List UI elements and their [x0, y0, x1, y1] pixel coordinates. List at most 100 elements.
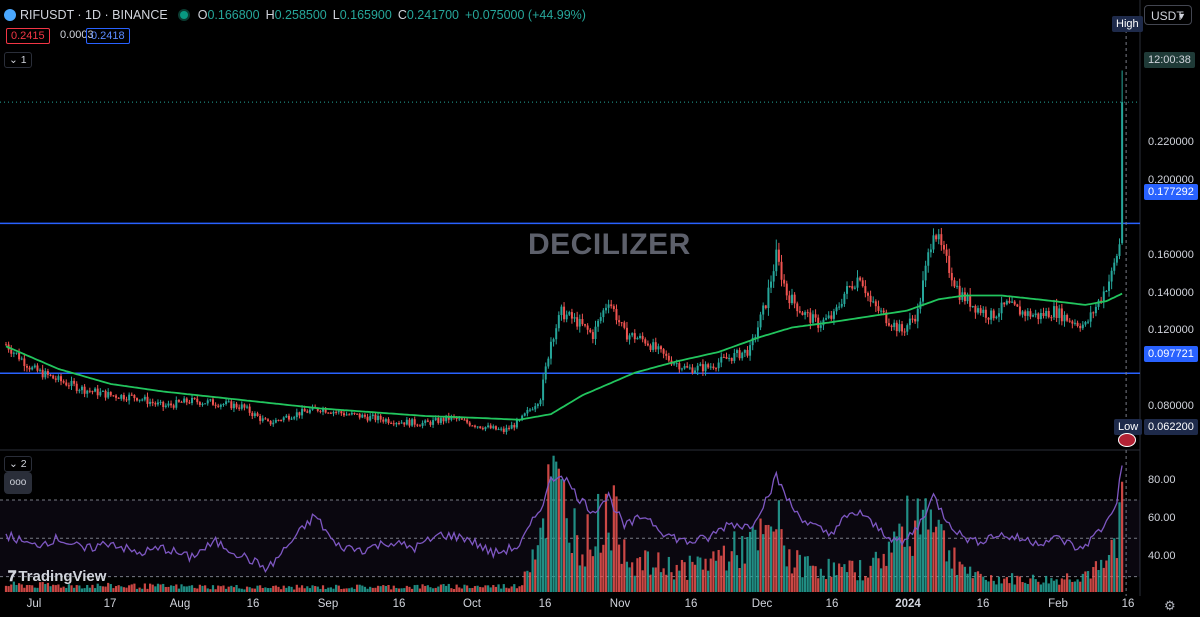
volume-bar — [403, 588, 406, 592]
volume-bar — [515, 588, 518, 592]
candle-body — [172, 405, 175, 408]
volume-bar — [324, 588, 327, 592]
currency-selector[interactable]: USDT ▼ — [1144, 5, 1192, 25]
candle-body — [41, 369, 44, 378]
volume-bar — [861, 580, 864, 592]
candle-body — [586, 325, 589, 330]
volume-bar — [581, 554, 584, 592]
volume-bar — [699, 557, 702, 592]
time-tick-label: 16 — [684, 598, 698, 610]
candle-body — [91, 391, 94, 393]
volume-bar — [507, 588, 511, 592]
volume-bar — [683, 562, 686, 592]
candle-body — [801, 312, 804, 315]
volume-bar — [7, 586, 10, 592]
candle-body — [65, 382, 68, 386]
volume-bar — [1003, 578, 1006, 592]
us-flag-icon[interactable] — [1118, 433, 1136, 447]
candle-body — [1011, 301, 1014, 303]
support-price-tag[interactable]: 0.097721 — [1144, 346, 1198, 362]
candle-body — [57, 376, 60, 380]
volume-bar — [492, 585, 495, 592]
time-tick-label: Dec — [751, 598, 773, 610]
volume-bar — [387, 584, 390, 592]
candle-body — [835, 307, 838, 312]
candle-body — [811, 314, 814, 323]
volume-bar — [513, 584, 516, 592]
candle-body — [746, 349, 749, 356]
time-tick-label: 2024 — [895, 598, 921, 610]
candle-body — [1039, 312, 1042, 320]
candle-body — [201, 403, 204, 405]
candle-body — [28, 367, 31, 370]
volume-bar — [916, 498, 919, 592]
candle-body — [366, 416, 369, 421]
candle-body — [125, 399, 128, 401]
volume-bar — [421, 584, 424, 592]
volume-bar — [824, 579, 828, 592]
volume-bar — [497, 584, 500, 592]
candle-body — [188, 402, 191, 404]
volume-bar — [819, 568, 822, 592]
candle-body — [52, 375, 55, 379]
candle-body — [235, 403, 238, 408]
volume-bar — [955, 574, 959, 592]
resistance-price-tag[interactable]: 0.177292 — [1144, 184, 1198, 200]
candle-body — [686, 366, 689, 368]
rsi-pane-legend-toggle[interactable]: ⌄ 2 — [4, 456, 32, 472]
countdown-tag: 12:00:38 — [1144, 52, 1195, 68]
candle-body — [159, 401, 162, 403]
volume-bar — [217, 585, 220, 592]
volume-bar — [793, 567, 796, 592]
candle-body — [73, 380, 76, 384]
volume-bar — [261, 588, 264, 592]
candle-body — [442, 418, 445, 422]
volume-bar — [107, 582, 110, 592]
volume-bar — [204, 585, 207, 592]
candle-body — [908, 318, 911, 326]
main-pane-legend-toggle[interactable]: ⌄ 1 — [4, 52, 32, 68]
volume-bar — [843, 564, 846, 592]
volume-bar — [243, 589, 246, 592]
candle-body — [418, 425, 421, 427]
candle-body — [864, 286, 867, 294]
candle-body — [1113, 262, 1116, 271]
candle-body — [214, 404, 217, 406]
volume-bar — [804, 556, 807, 592]
volume-bar — [128, 585, 131, 592]
volume-bar — [652, 567, 655, 592]
volume-bar — [631, 562, 634, 592]
candle-body — [377, 415, 380, 421]
volume-bar — [38, 582, 42, 592]
volume-bar — [984, 579, 987, 592]
coin-icon — [4, 9, 16, 21]
volume-bar — [471, 587, 474, 592]
volume-bar — [494, 586, 498, 592]
volume-bar — [133, 583, 136, 592]
volume-bar — [1050, 578, 1053, 592]
symbol-title[interactable]: RIFUSDT · 1D · BINANCE — [20, 8, 168, 22]
candle-body — [156, 402, 159, 405]
volume-bar — [463, 584, 466, 592]
volume-bar — [316, 586, 319, 592]
candle-body — [122, 395, 125, 400]
candle-body — [316, 408, 319, 411]
volume-bar — [900, 526, 904, 592]
candle-body — [508, 427, 511, 429]
spread-value: 0.0003 — [60, 29, 94, 41]
more-options-button[interactable]: ooo — [4, 472, 32, 494]
volume-bar — [222, 585, 225, 592]
time-tick-label: 17 — [103, 598, 117, 610]
symbol-header[interactable]: RIFUSDT · 1D · BINANCE O 0.166800 H 0.2585… — [4, 6, 592, 24]
candle-body — [494, 426, 497, 430]
volume-bar — [1021, 582, 1024, 592]
candle-body — [531, 409, 534, 411]
settings-gear-icon[interactable]: ⚙ — [1164, 598, 1176, 613]
sell-button[interactable]: 0.2415 — [6, 28, 50, 44]
candle-body — [75, 383, 78, 391]
buy-button[interactable]: 0.2418 — [86, 28, 130, 44]
volume-bar — [1018, 576, 1022, 592]
candle-body — [738, 350, 741, 359]
candle-body — [549, 341, 552, 359]
